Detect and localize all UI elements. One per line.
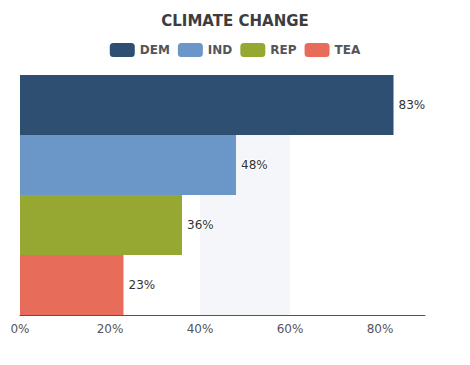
svg-text:DEM: DEM — [140, 43, 170, 57]
svg-text:IND: IND — [208, 43, 233, 57]
svg-text:36%: 36% — [187, 218, 214, 232]
svg-text:REP: REP — [270, 43, 296, 57]
svg-text:20%: 20% — [97, 322, 124, 336]
svg-text:0%: 0% — [10, 322, 29, 336]
svg-text:CLIMATE CHANGE: CLIMATE CHANGE — [161, 12, 309, 30]
svg-text:48%: 48% — [241, 158, 268, 172]
svg-text:40%: 40% — [187, 322, 214, 336]
svg-text:TEA: TEA — [335, 43, 361, 57]
svg-text:83%: 83% — [399, 98, 426, 112]
svg-text:23%: 23% — [129, 278, 156, 292]
svg-text:60%: 60% — [277, 322, 304, 336]
svg-text:80%: 80% — [367, 322, 394, 336]
